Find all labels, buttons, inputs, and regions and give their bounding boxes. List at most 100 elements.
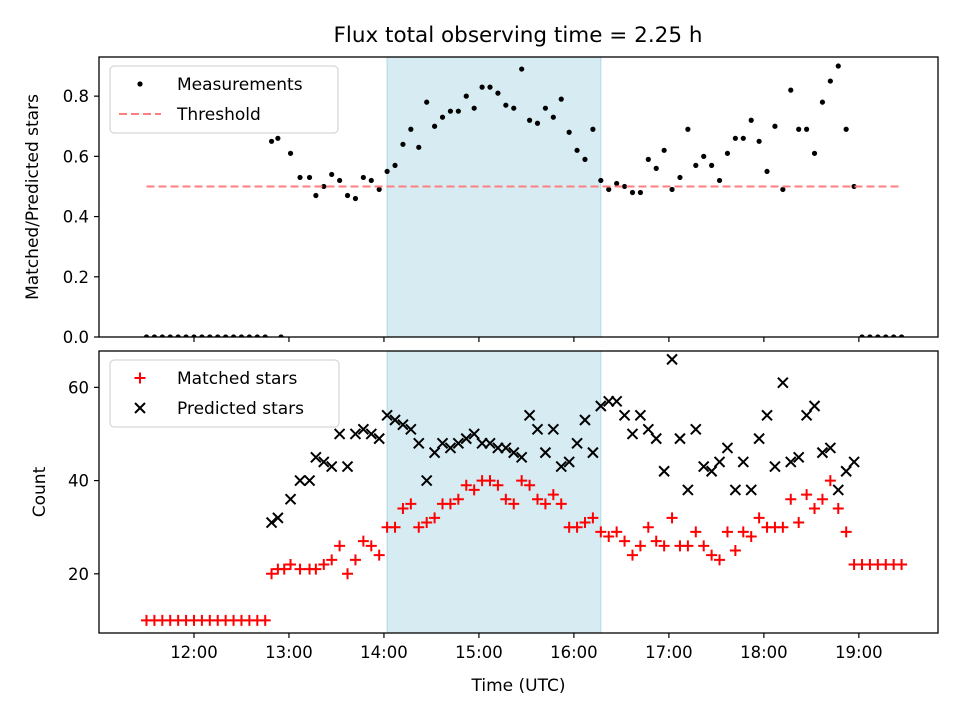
predicted-stars-point (626, 428, 639, 440)
measurement-point (788, 87, 794, 93)
predicted-stars-point (840, 465, 852, 477)
matched-stars-point (285, 558, 297, 570)
predicted-stars-point (436, 437, 449, 449)
measurement-point (297, 174, 303, 181)
top-panel: 0.0 0.2 0.4 0.6 0.8 Matched/Predicted stars Me… (23, 56, 939, 347)
matched-stars-point (547, 489, 559, 501)
x-axis-label: Time (UTC) (471, 676, 566, 696)
predicted-stars-point (745, 484, 757, 496)
predicted-stars-point (531, 423, 544, 436)
legend-measurements-swatch (137, 81, 143, 87)
matched-stars-point (266, 568, 278, 580)
measurement-point (416, 144, 422, 150)
predicted-stars-point (303, 474, 316, 487)
predicted-stars-point (650, 432, 662, 445)
predicted-stars-point (571, 437, 583, 449)
matched-stars-point (468, 484, 480, 496)
observing-interval-shade (386, 56, 602, 338)
predicted-stars-point (349, 428, 362, 440)
matched-stars-point (809, 503, 821, 515)
predicted-stars-point (587, 446, 599, 459)
measurement-point (811, 150, 818, 156)
matched-stars-point (587, 512, 599, 524)
predicted-stars-point (634, 409, 647, 422)
matched-stars-point (642, 521, 654, 533)
matched-stars-point (413, 521, 425, 533)
measurement-point (724, 150, 731, 156)
matched-stars-point (278, 563, 290, 575)
predicted-stars-point (705, 465, 718, 477)
matched-stars-point (626, 549, 638, 561)
measurement-point (287, 150, 294, 156)
measurement-point (376, 186, 382, 193)
measurement-point (550, 114, 556, 120)
predicted-stars-point (333, 428, 346, 440)
predicted-stars-point (800, 409, 813, 422)
predicted-stars-point (721, 442, 734, 454)
matched-stars-point (793, 517, 805, 529)
predicted-stars-point (666, 353, 678, 366)
matched-stars-point (460, 479, 472, 491)
measurement-point (566, 129, 572, 135)
matched-stars-point (745, 531, 757, 543)
matched-stars-point (690, 526, 702, 538)
measurement-point (748, 117, 754, 123)
predicted-stars-point (690, 423, 702, 436)
measurement-point (661, 147, 667, 153)
predicted-stars-point (642, 423, 655, 436)
legend-label: Threshold (176, 105, 261, 125)
measurement-point (558, 96, 564, 102)
measurement-point (701, 153, 707, 159)
measurement-point (275, 135, 281, 141)
measurement-point (542, 105, 549, 111)
measurement-point (519, 66, 525, 72)
measurement-point (400, 141, 406, 147)
predicted-stars-point (452, 437, 465, 449)
matched-stars-point (397, 503, 409, 515)
measurement-point (503, 102, 509, 108)
matched-stars-point (706, 549, 718, 561)
legend-label: Matched stars (177, 369, 297, 389)
measurement-point (835, 63, 841, 69)
measurement-point (534, 120, 541, 126)
matched-stars-point (492, 479, 504, 491)
measurement-point (693, 162, 699, 168)
y-tick-label: 0.2 (63, 268, 89, 287)
predicted-stars-point (792, 451, 805, 463)
y-tick-label: 0.8 (63, 87, 89, 106)
measurement-point (360, 174, 366, 181)
x-tick-label: 16:00 (550, 643, 598, 662)
predicted-stars-point (816, 446, 829, 459)
legend-box (109, 65, 339, 134)
predicted-stars-point (365, 428, 377, 440)
measurement-point (447, 108, 454, 114)
measurement-point (306, 174, 313, 181)
predicted-stars-point (460, 432, 472, 445)
predicted-stars-point (284, 493, 297, 505)
measurement-point (384, 168, 390, 175)
y-tick-label: 40 (68, 472, 89, 491)
predicted-stars-point (595, 400, 607, 412)
measurement-point (352, 195, 359, 202)
measurement-point (471, 105, 477, 111)
matched-stars-point (516, 475, 528, 487)
predicted-stars-point (729, 484, 742, 496)
measurement-point (344, 192, 351, 199)
bottom-plot-frame (98, 350, 939, 634)
x-tick-label: 18:00 (740, 643, 788, 662)
measurement-point (804, 126, 810, 132)
measurement-point (827, 78, 833, 84)
measurement-point (329, 171, 335, 178)
matched-stars-point (259, 614, 271, 626)
predicted-stars-point (444, 442, 457, 454)
matched-stars-point (840, 526, 852, 538)
predicted-stars-point (610, 395, 623, 408)
matched-stars-point (357, 535, 369, 547)
predicted-stars-point (674, 432, 686, 445)
measurement-point (574, 147, 580, 153)
matched-stars-point (611, 526, 623, 538)
matched-stars-point (721, 526, 733, 538)
predicted-stars-point (737, 456, 749, 468)
measurement-point (740, 135, 746, 141)
